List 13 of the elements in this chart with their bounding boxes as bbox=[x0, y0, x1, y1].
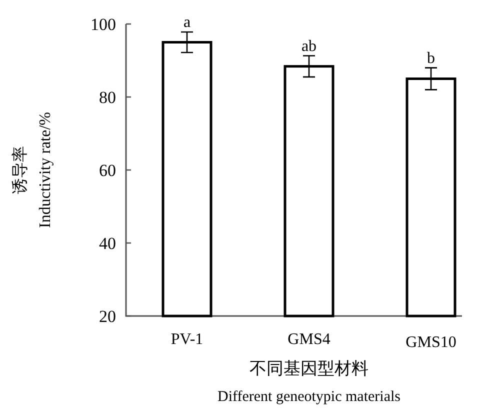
annotation: a bbox=[183, 14, 191, 32]
y-tick-label: 40 bbox=[99, 234, 116, 253]
x-tick-label: PV-1 bbox=[170, 331, 204, 348]
x-tick-label: GMS10 bbox=[406, 334, 456, 351]
y-axis-title: 诱导率 Inductivity rate/% bbox=[11, 112, 54, 228]
x-tick-label: GMS4 bbox=[288, 331, 330, 348]
annotation: ab bbox=[301, 38, 317, 55]
y-tick-label: 80 bbox=[99, 88, 116, 107]
y-tick-label: 100 bbox=[90, 15, 116, 34]
y-tick-label: 60 bbox=[99, 161, 116, 180]
y-tick-label: 20 bbox=[99, 307, 116, 326]
annotation: b bbox=[427, 50, 435, 67]
x-axis-title: 不同基因型材料 Different geneotypic materials bbox=[218, 359, 401, 405]
